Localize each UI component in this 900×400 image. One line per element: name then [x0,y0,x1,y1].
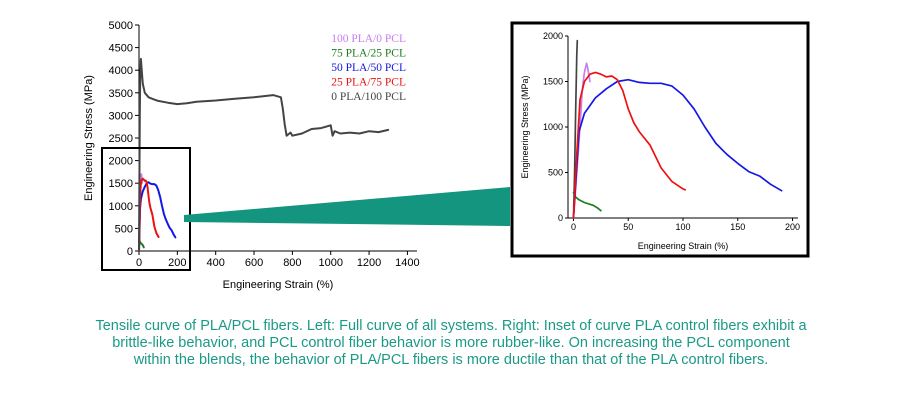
y-tick-label: 1500 [543,77,563,87]
y-tick-label: 2000 [543,31,563,41]
y-axis-label: Engineering Stress (MPa) [83,75,95,201]
x-tick-label: 400 [207,257,225,269]
y-tick-label: 1000 [109,201,133,213]
y-tick-label: 2500 [109,133,133,145]
series-line-50-pla-50-pcl [138,181,177,252]
y-axis-label: Engineering Stress (MPa) [520,75,530,178]
caption-line-4: than that of the PLA control fibers. [549,352,769,368]
x-tick-label: 100 [675,222,690,232]
y-tick-label: 0 [127,246,133,258]
series-line-25-pla-75-pcl [138,177,160,252]
y-tick-label: 4000 [109,65,133,77]
series-line-75-pla-25-pcl [572,191,602,212]
y-tick-label: 2000 [109,156,133,168]
figure-caption: Tensile curve of PLA/PCL fibers. Left: F… [95,318,807,369]
y-tick-label: 3500 [109,88,133,100]
x-tick-label: 200 [168,257,186,269]
series-line-25-pla-75-pcl [572,71,687,219]
x-tick-label: 0 [571,222,576,232]
legend-entry-50-pla-50-pcl: 50 PLA/50 PCL [331,62,406,74]
x-tick-label: 0 [136,257,142,269]
x-tick-label: 1200 [357,257,381,269]
caption-line-2: fibers exhibit a brittle-like behavior, … [112,318,807,351]
zoom-connector-wedge [184,187,510,226]
y-tick-label: 4500 [109,43,133,55]
x-tick-label: 600 [245,257,263,269]
y-tick-label: 3000 [109,110,133,122]
inset-chart: 0 50 100 150 2000500100015002000Engineering … [520,31,800,251]
legend-entry-75-pla-25-pcl: 75 PLA/25 PCL [331,48,406,60]
x-tick-label: 200 [785,222,800,232]
caption-line-1: Tensile curve of PLA/PCL fibers. Left: F… [95,318,710,334]
x-axis-label: Engineering Strain (%) [638,241,729,251]
y-tick-label: 500 [548,168,563,178]
legend-entry-25-pla-75-pcl: 25 PLA/75 PCL [331,77,406,89]
y-tick-label: 500 [115,223,133,235]
x-tick-label: 50 [623,222,633,232]
legend-entry-0-pla-100-pcl: 0 PLA/100 PCL [331,91,406,103]
y-tick-label: 1000 [543,122,563,132]
inset-frame [510,21,810,258]
x-axis-label: Engineering Strain (%) [223,279,334,291]
legend-entry-100-pla-0-pcl: 100 PLA/0 PCL [331,33,406,45]
full-curve-chart: 0 200 400 600 800 1000 1200 1400 0 500 1000 1500 200… [83,20,420,291]
x-tick-label: 150 [730,222,745,232]
x-tick-label: 1400 [395,257,419,269]
x-tick-label: 1000 [318,257,342,269]
series-line-0-pla-100-pcl [138,57,390,252]
y-tick-label: 5000 [109,20,133,32]
y-tick-label: 0 [558,213,563,223]
zoom-region-box [101,147,191,271]
y-tick-label: 1500 [109,178,133,190]
series-line-50-pla-50-pcl [572,78,783,219]
x-tick-label: 800 [283,257,301,269]
caption-line-3: increasing the PCL component within the … [133,335,790,368]
chart-legend: 100 PLA/0 PCL 75 PLA/25 PCL 50 PLA/50 PCL 2… [331,33,406,103]
